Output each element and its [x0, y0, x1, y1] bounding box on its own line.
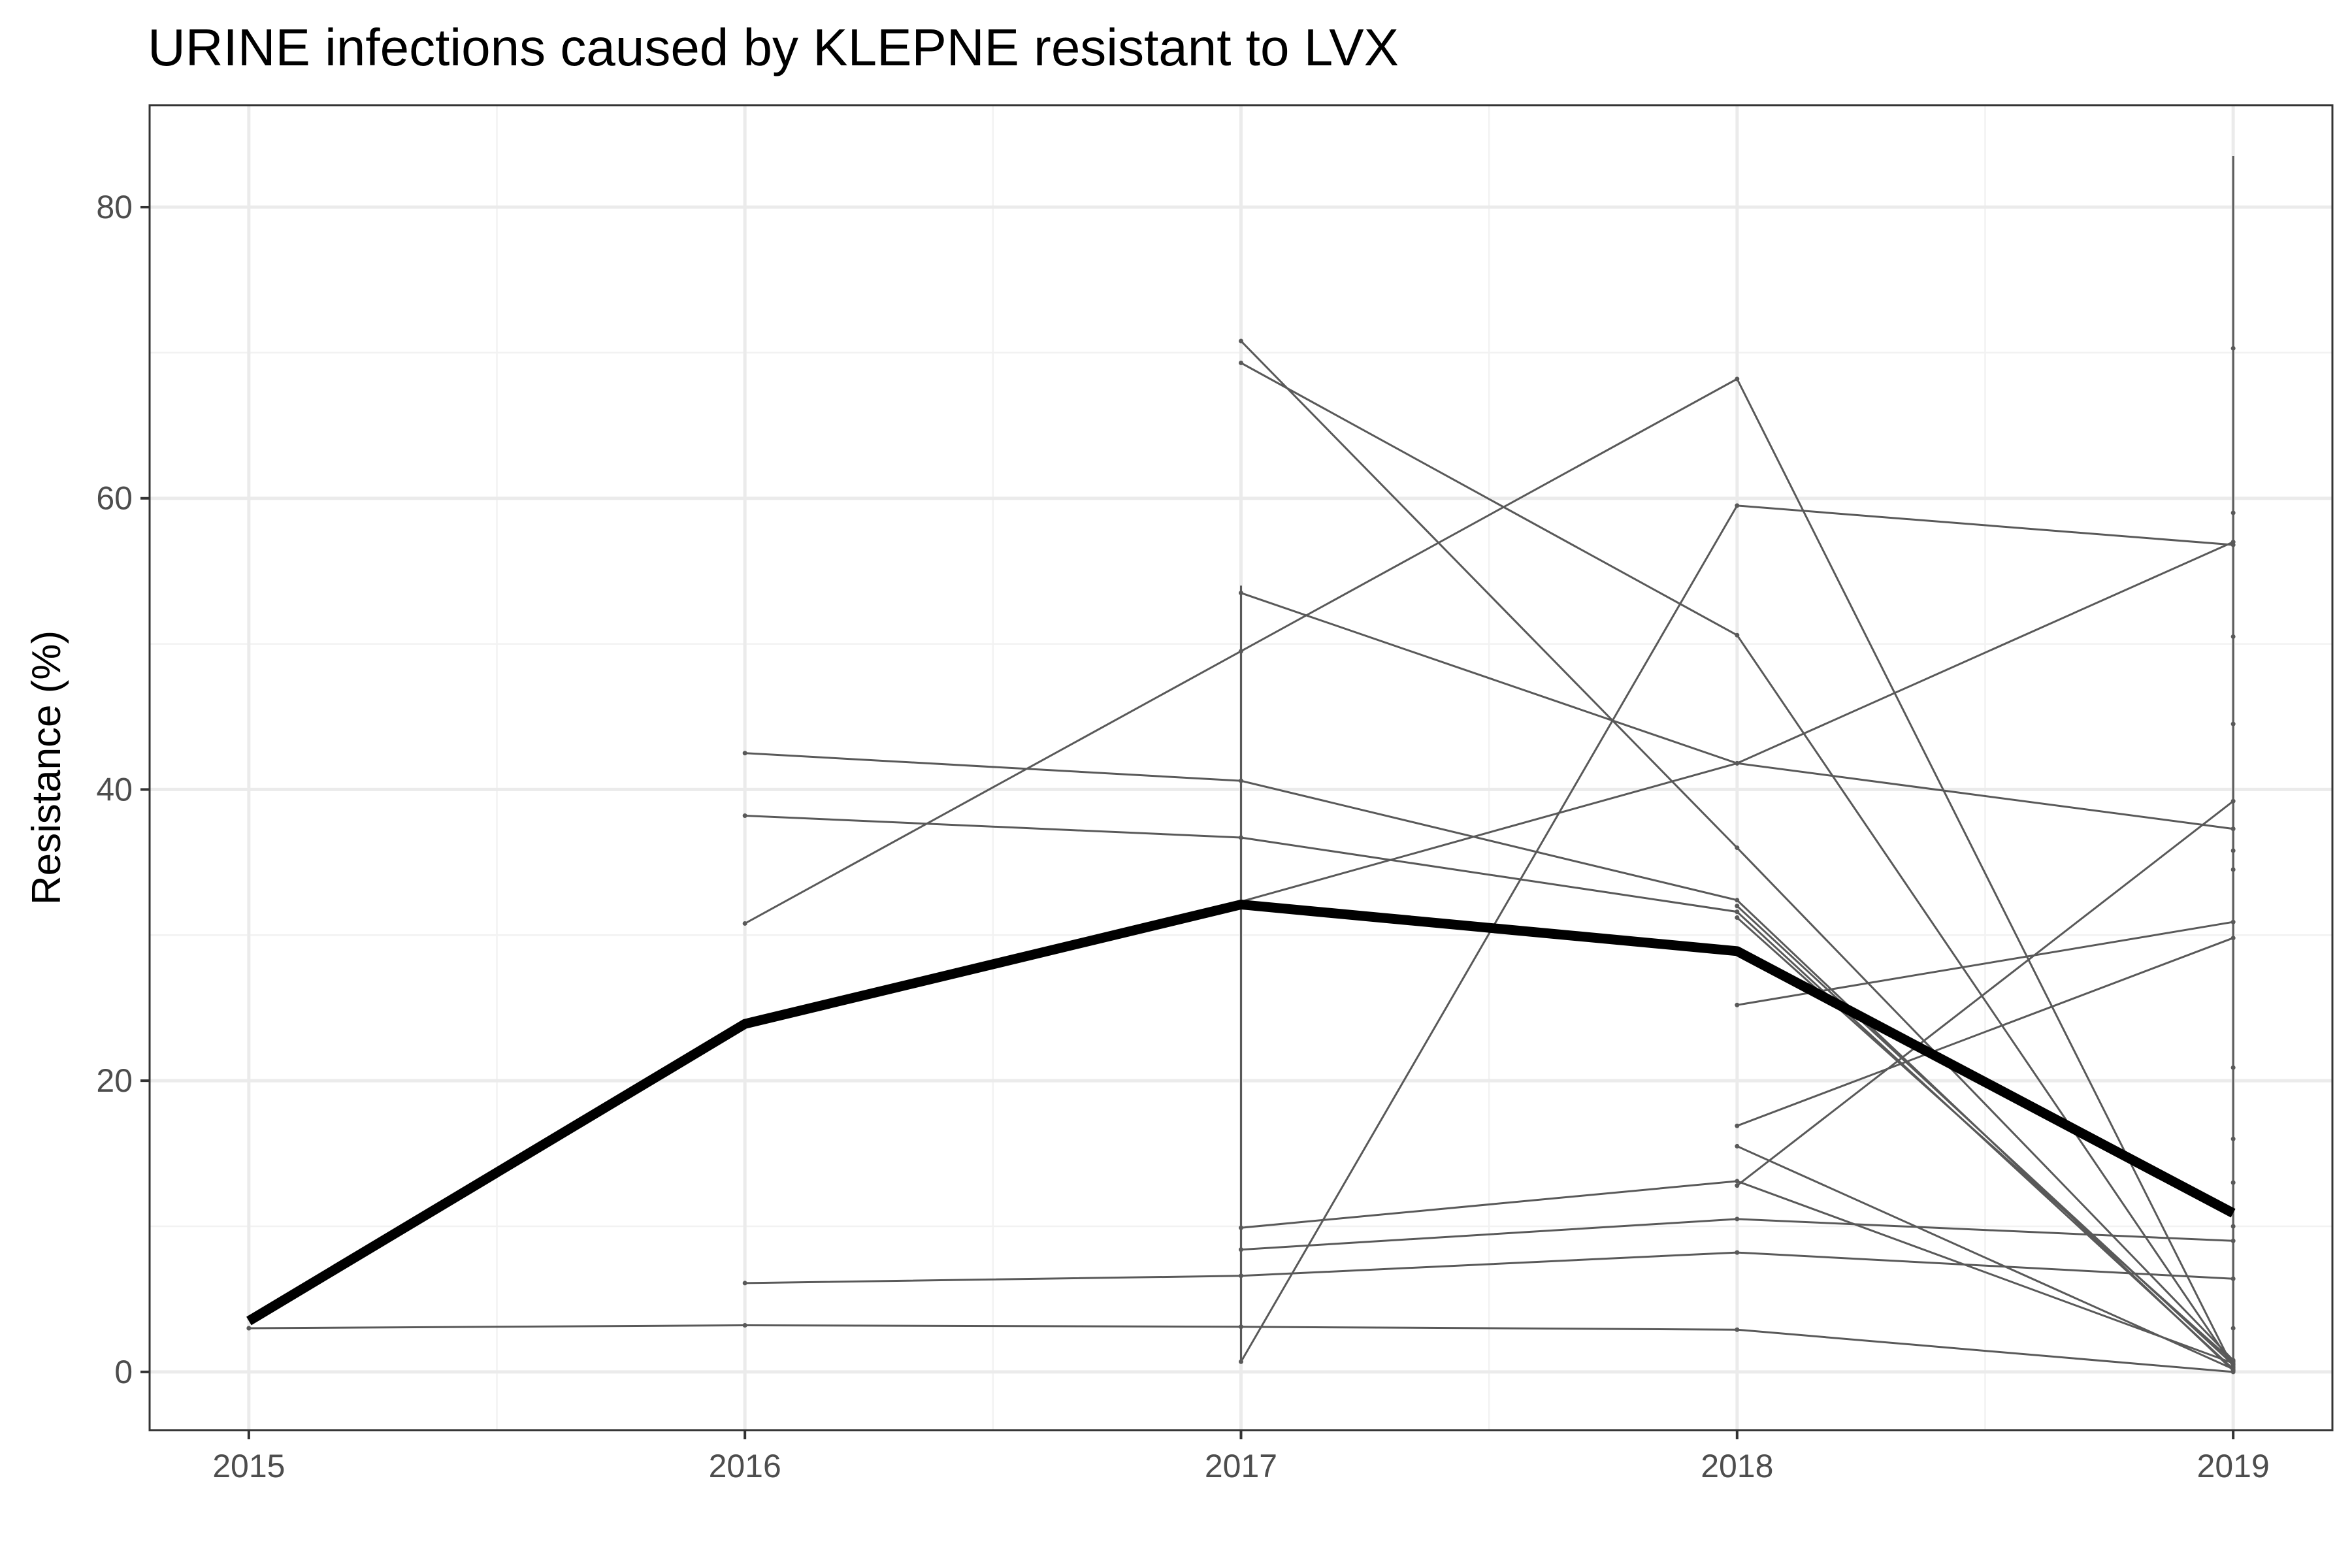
series-point [1735, 376, 1740, 382]
chart-title: URINE infections caused by KLEPNE resist… [148, 18, 1399, 76]
extra-point [2230, 1180, 2236, 1185]
mean-line [246, 900, 2236, 1326]
x-tick-label: 2016 [709, 1448, 781, 1484]
series-line-2 [745, 1251, 2234, 1284]
x-tick-label: 2018 [1701, 1448, 1773, 1484]
series-point [1735, 1002, 1740, 1007]
extra-point [2230, 1136, 2236, 1141]
series-line-15 [1736, 800, 2234, 1186]
x-tick-label: 2019 [2197, 1448, 2270, 1484]
series-point [246, 1326, 252, 1331]
series-line-3 [744, 377, 2234, 1368]
series-point [1735, 904, 1740, 909]
series-point [742, 751, 747, 756]
y-tick-label: 60 [96, 480, 133, 517]
series-point [1735, 909, 1740, 915]
series-point [1735, 1327, 1740, 1332]
series-point [742, 921, 747, 926]
series-point [742, 813, 747, 819]
series-point [1735, 503, 1740, 508]
x-axis: 2015 2016 2017 2018 2019 [212, 1430, 2270, 1484]
series-line-14 [1737, 937, 2234, 1127]
series-line-16 [1737, 1145, 2234, 1370]
series-point [1735, 632, 1740, 638]
extra-point [2230, 346, 2236, 351]
series-point [742, 1281, 747, 1286]
extra-point [2230, 510, 2236, 515]
extra-point [2230, 634, 2236, 639]
y-axis: 0 20 40 60 80 [96, 189, 150, 1390]
series-point [1735, 760, 1740, 766]
series-point [1735, 1217, 1740, 1222]
extra-point [2230, 848, 2236, 853]
extra-point [2230, 1326, 2236, 1331]
y-axis-label: Resistance (%) [24, 630, 69, 905]
series-point [1735, 1250, 1740, 1255]
y-tick-label: 20 [96, 1062, 133, 1099]
x-tick-label: 2015 [212, 1448, 285, 1484]
series-point [1735, 898, 1740, 903]
series-point [1735, 1183, 1740, 1188]
series-point [1735, 915, 1740, 921]
extra-point [2230, 1224, 2236, 1229]
y-tick-label: 0 [114, 1354, 133, 1390]
y-tick-label: 80 [96, 189, 133, 225]
series-point [742, 1323, 747, 1328]
y-tick-label: 40 [96, 771, 133, 808]
extra-point [2230, 867, 2236, 872]
x-tick-label: 2017 [1205, 1448, 1277, 1484]
mean-line-layer [246, 900, 2236, 1326]
extra-point [2230, 1065, 2236, 1070]
series-point [1735, 845, 1740, 851]
extra-point [2230, 721, 2236, 727]
series-point [1239, 338, 1243, 344]
series-point [1735, 1123, 1740, 1128]
series-point [1239, 360, 1243, 365]
series-point [1735, 1179, 1740, 1184]
series-point [1735, 1143, 1740, 1149]
